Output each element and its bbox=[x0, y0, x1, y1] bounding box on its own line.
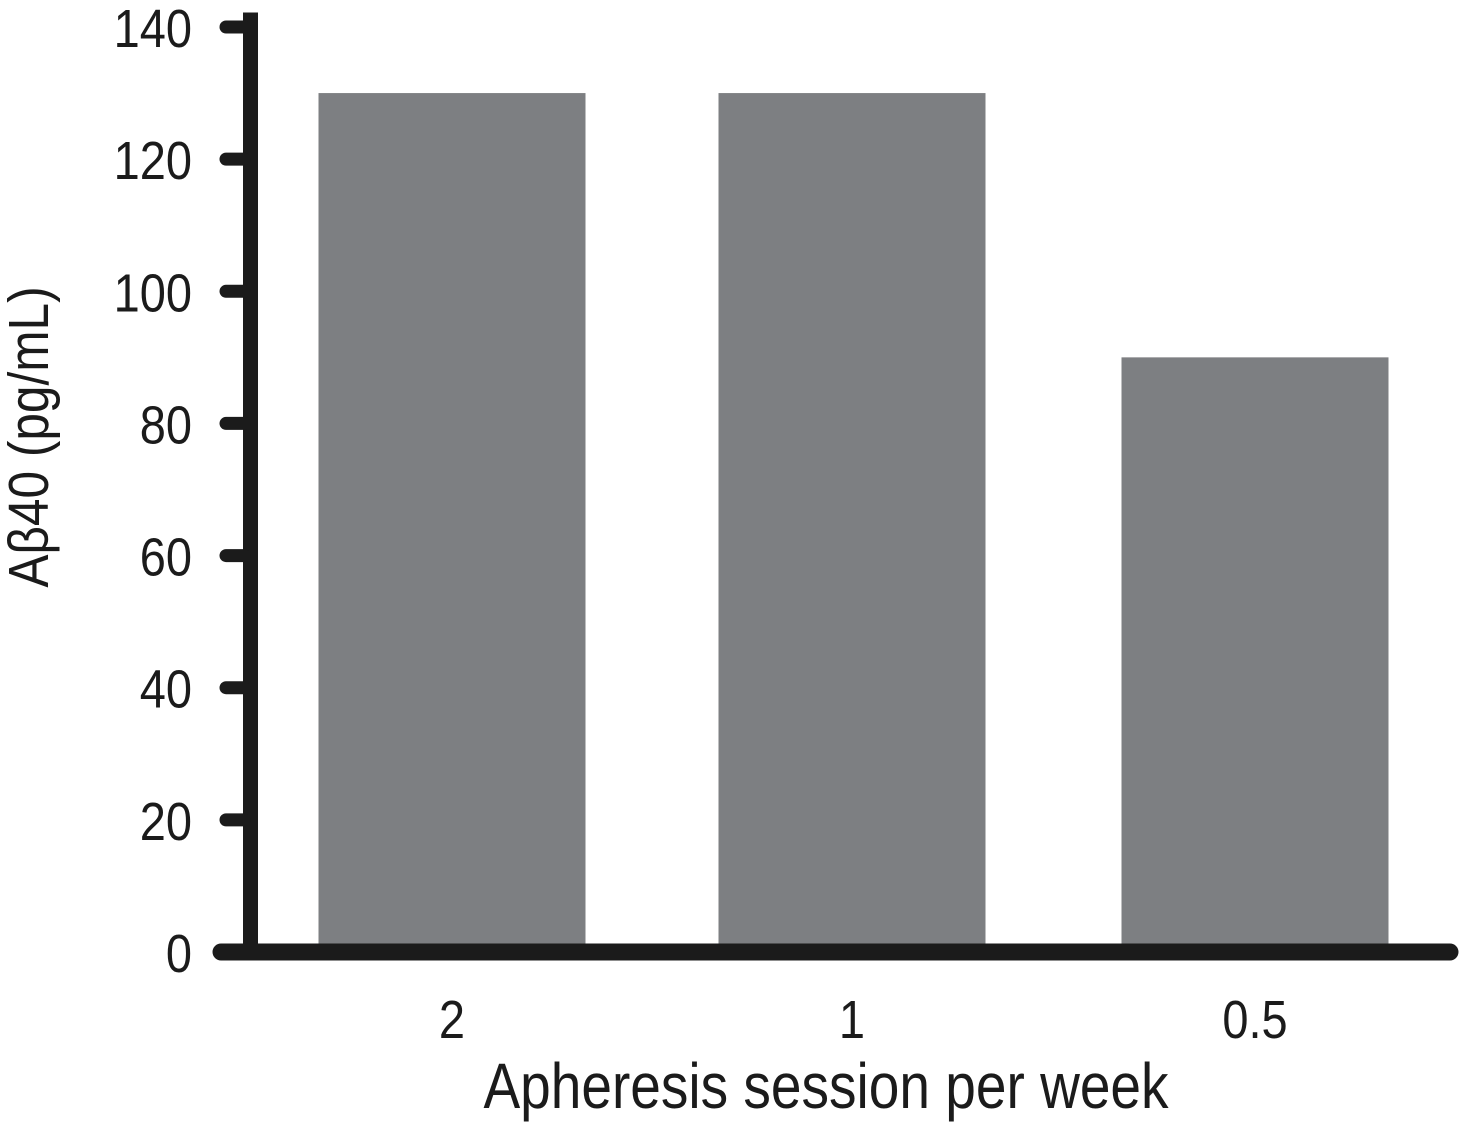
x-tick-label-1: 1 bbox=[839, 989, 865, 1050]
bar-category-0.5 bbox=[1121, 357, 1389, 952]
bar-category-2 bbox=[318, 93, 586, 953]
y-tick-label-120: 120 bbox=[114, 130, 192, 191]
y-tick-label-60: 60 bbox=[140, 526, 192, 587]
y-axis-title: Aβ40 (pg/mL) bbox=[0, 286, 61, 587]
y-tick-label-40: 40 bbox=[140, 659, 192, 720]
y-tick-label-0: 0 bbox=[166, 923, 192, 984]
y-tick-label-140: 140 bbox=[114, 0, 192, 59]
x-tick-label-2: 2 bbox=[439, 989, 465, 1050]
x-tick-label-0.5: 0.5 bbox=[1222, 989, 1287, 1050]
y-tick-label-100: 100 bbox=[114, 262, 192, 323]
y-tick-label-80: 80 bbox=[140, 394, 192, 455]
y-tick-label-20: 20 bbox=[140, 791, 192, 852]
bar-category-1 bbox=[718, 93, 986, 953]
x-axis-title: Apheresis session per week bbox=[483, 1050, 1168, 1122]
